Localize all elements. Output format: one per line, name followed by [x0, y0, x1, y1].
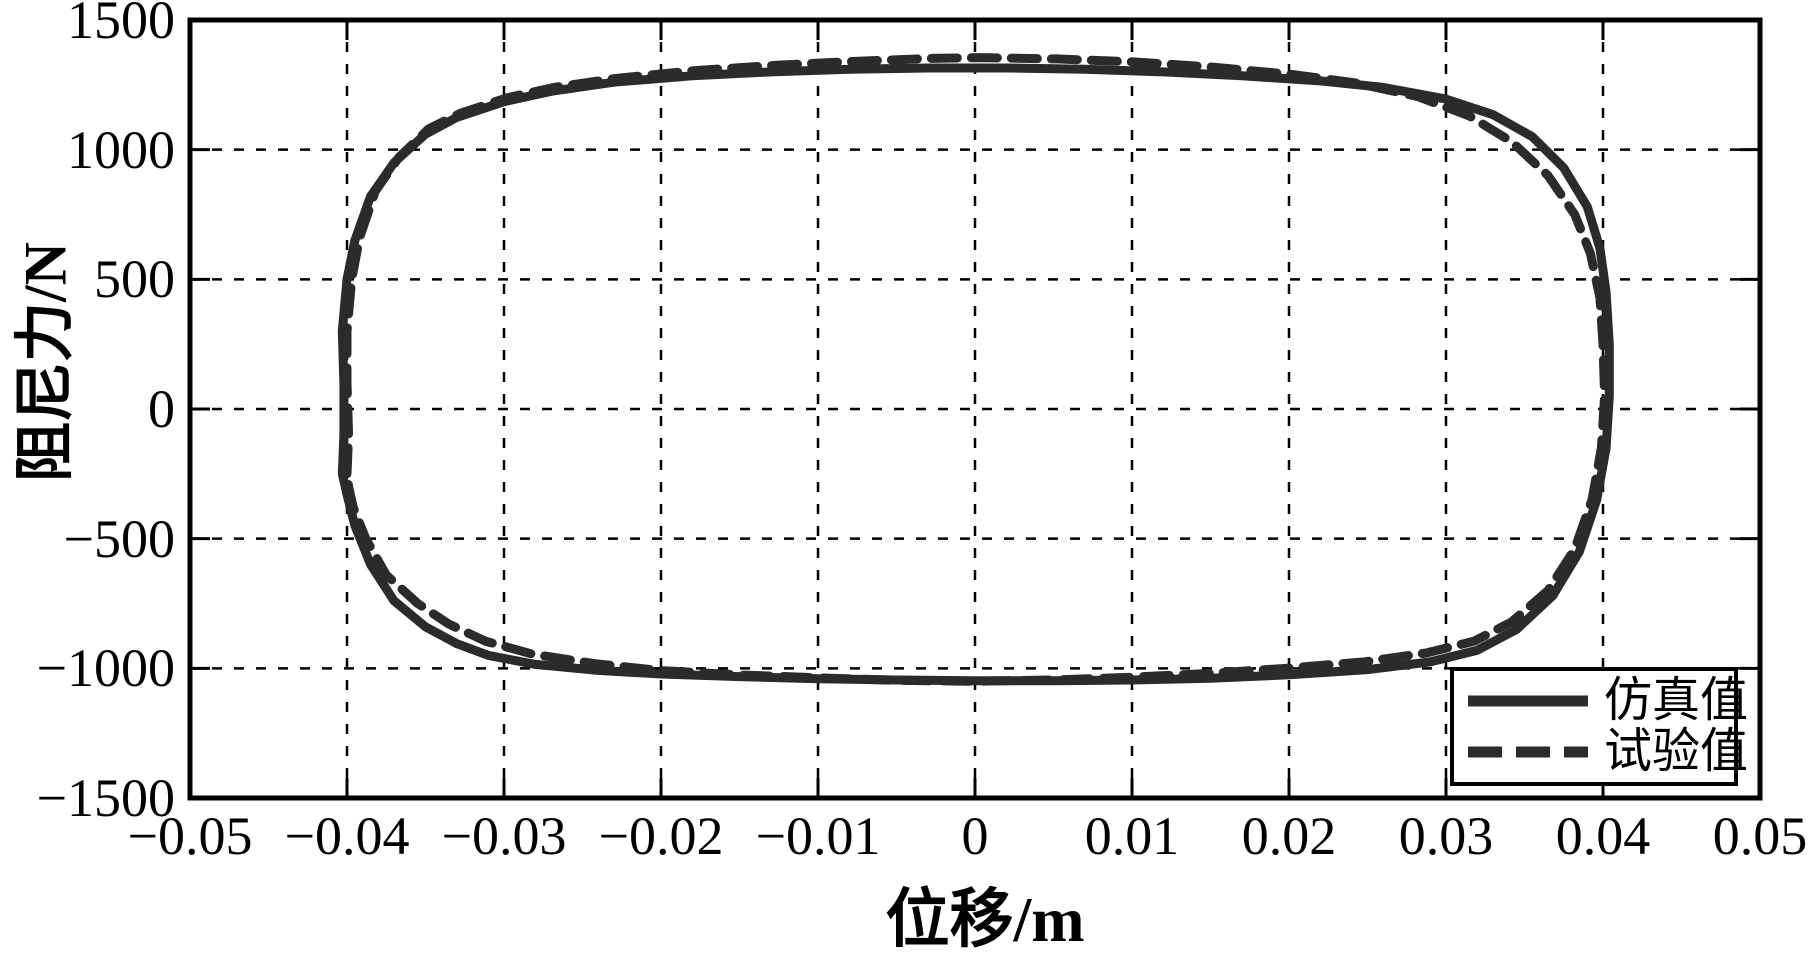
curve-experiment — [342, 53, 1610, 686]
legend-item-experiment: 试验值 — [1464, 727, 1748, 777]
x-tick-label: −0.04 — [284, 806, 410, 866]
plot-border — [187, 17, 1763, 801]
x-axis-title: 位移/m — [885, 884, 1085, 953]
y-tick-label: −500 — [63, 508, 175, 569]
legend-item-simulation: 仿真值 — [1464, 675, 1748, 726]
x-tick-label: −0.02 — [598, 806, 724, 866]
x-tick-label: −0.03 — [441, 806, 567, 866]
dashed-line-sample-icon — [1468, 746, 1588, 758]
y-tick-label: 0 — [148, 379, 175, 439]
y-tick-label: −1000 — [36, 638, 175, 699]
legend-label-experiment: 试验值 — [1604, 725, 1749, 779]
solid-line-sample-icon — [1468, 695, 1588, 707]
y-tick-label: 500 — [94, 249, 175, 310]
y-tick-label: 1500 — [67, 0, 175, 50]
x-tick-label: 0.05 — [1712, 806, 1808, 866]
x-tick-label: 0.03 — [1398, 806, 1494, 866]
legend: 仿真值 试验值 — [1450, 667, 1748, 786]
x-tick-label: 0 — [961, 806, 989, 866]
legend-label-simulation: 仿真值 — [1604, 673, 1749, 727]
y-tick-label: −1500 — [36, 768, 175, 828]
x-tick-label: −0.05 — [127, 806, 253, 866]
x-tick-label: 0.01 — [1084, 806, 1180, 866]
y-tick-label: 1000 — [67, 119, 175, 180]
x-tick-label: 0.04 — [1555, 806, 1651, 866]
x-tick-label: 0.02 — [1241, 806, 1337, 866]
x-tick-label: −0.01 — [755, 806, 881, 866]
